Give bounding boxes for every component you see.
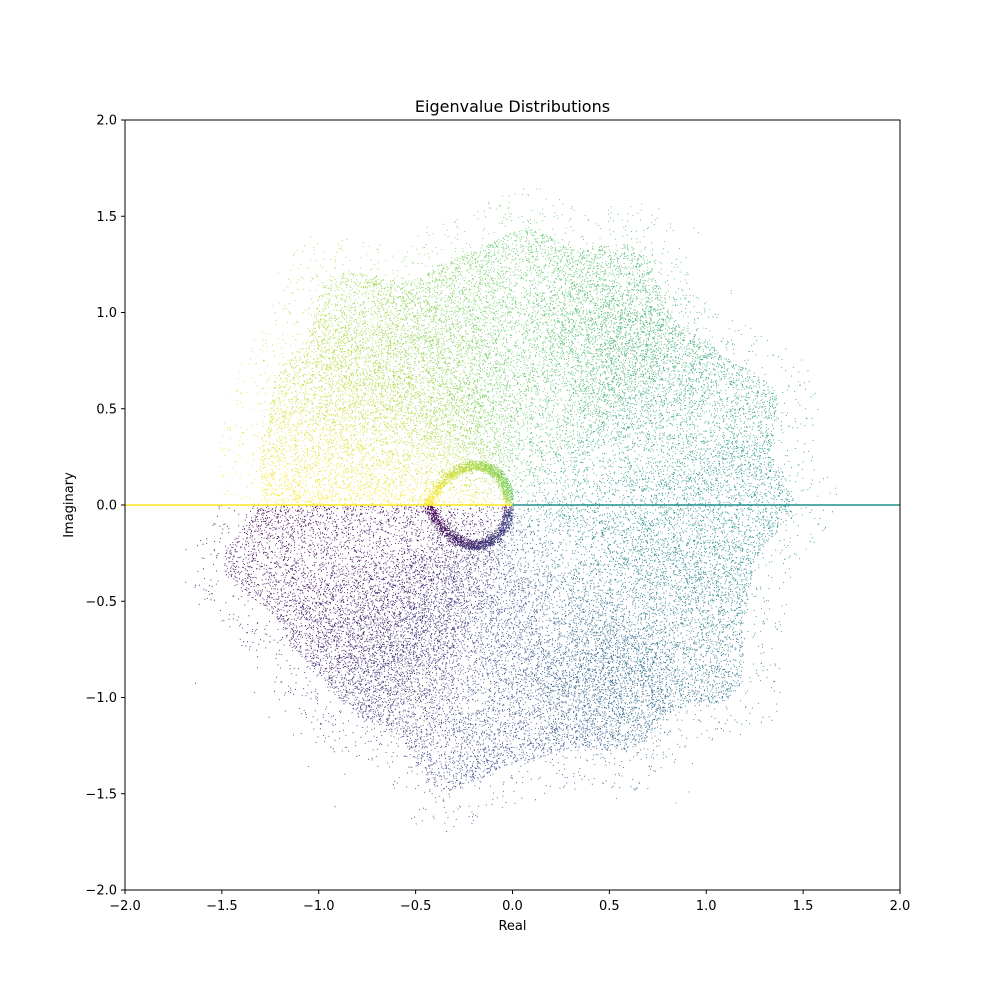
scatter-point-group [471, 508, 514, 824]
x-tick-label: 1.5 [793, 899, 814, 914]
scatter-point-group [293, 506, 513, 767]
y-axis-label: Imaginary [62, 472, 77, 538]
scatter-point-group [254, 506, 511, 693]
scatter-point-group [222, 471, 511, 506]
scatter-point-group [532, 356, 810, 497]
y-tick-label: −2.0 [85, 884, 117, 899]
scatter-point-group [527, 508, 807, 578]
y-tick-label: 0.0 [96, 499, 117, 514]
y-tick-label: 1.0 [96, 306, 117, 321]
scatter-point-group [235, 358, 513, 506]
x-tick-label: 0.0 [502, 899, 523, 914]
y-axis-ticks: −2.0 −1.5 −1.0 −0.5 0.0 0.5 1.0 1.5 2.0 [85, 114, 125, 899]
x-tick-label: 2.0 [890, 899, 911, 914]
scatter-point-group [513, 506, 693, 793]
x-tick-label: −0.5 [400, 899, 432, 914]
scatter-point-group [537, 468, 837, 506]
scatter-point-group [268, 509, 510, 718]
scatter-point-group [538, 505, 833, 543]
y-tick-label: 2.0 [96, 114, 117, 129]
chart-title: Eigenvalue Distributions [415, 97, 610, 116]
y-tick-label: 1.5 [96, 210, 117, 225]
x-tick-label: −1.5 [206, 899, 238, 914]
y-tick-label: 0.5 [96, 402, 117, 417]
x-axis-label: Real [498, 919, 526, 934]
scatter-point-group [195, 507, 507, 684]
x-tick-label: −1.0 [303, 899, 335, 914]
scatter-point-group [526, 439, 814, 504]
scatter-point-group [330, 506, 513, 808]
y-tick-label: −1.5 [85, 787, 117, 802]
x-tick-label: 1.0 [696, 899, 717, 914]
scatter-point-group [517, 327, 787, 502]
scatter-point-group [362, 242, 512, 503]
x-axis-ticks: −2.0 −1.5 −1.0 −0.5 0.0 0.5 1.0 1.5 2.0 [109, 890, 910, 914]
scatter-points [185, 188, 837, 832]
scatter-point-group [197, 505, 510, 547]
scatter-point-group [517, 516, 677, 804]
y-tick-label: −1.0 [85, 691, 117, 706]
scatter-point-group [524, 516, 741, 741]
scatter-point-group [513, 199, 590, 504]
x-tick-label: −2.0 [109, 899, 141, 914]
scatter-point-group [396, 509, 512, 825]
scatter-point-group [218, 429, 509, 506]
scatter-point-group [368, 506, 513, 789]
x-tick-label: 0.5 [599, 899, 620, 914]
y-tick-label: −0.5 [85, 595, 117, 610]
